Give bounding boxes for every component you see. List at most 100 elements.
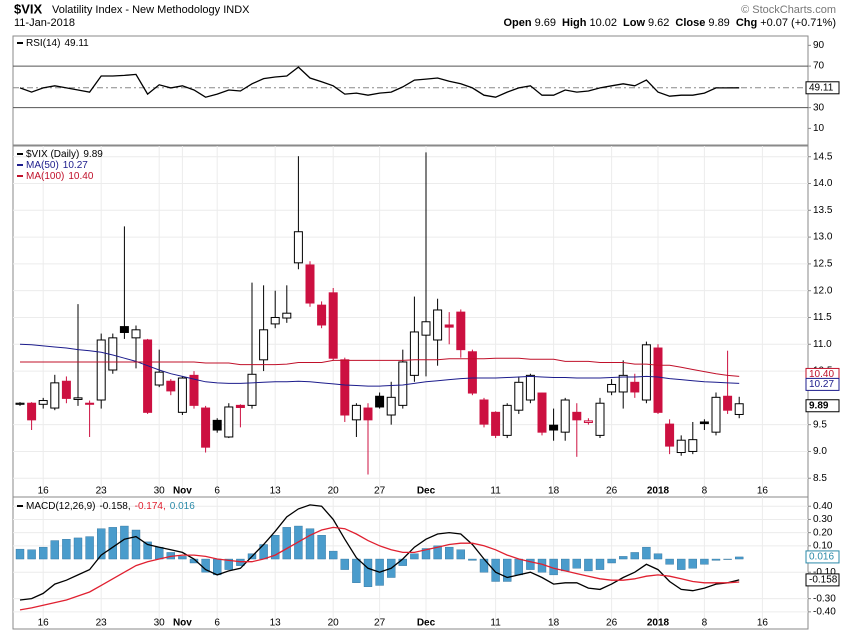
histogram-bar bbox=[711, 558, 721, 561]
histogram-bar bbox=[572, 558, 581, 569]
histogram-bar bbox=[677, 558, 686, 570]
candle-body bbox=[537, 392, 547, 433]
candle-body bbox=[166, 380, 176, 392]
candle-body bbox=[119, 326, 129, 333]
candle-body bbox=[676, 439, 686, 454]
candle-body bbox=[398, 361, 408, 406]
chart-date: 11-Jan-2018 bbox=[14, 17, 75, 29]
legend-name: MA(100) bbox=[26, 171, 64, 182]
value-box-label: -0.158 bbox=[809, 575, 838, 586]
histogram-bar bbox=[120, 525, 129, 560]
candle-body bbox=[305, 264, 315, 304]
legend-value: -0.174, bbox=[135, 501, 166, 512]
candle-body bbox=[549, 424, 559, 431]
y-tick-label: 11.5 bbox=[813, 312, 832, 323]
candle-body bbox=[270, 316, 280, 325]
candle-body bbox=[131, 329, 141, 339]
histogram-bar bbox=[62, 539, 71, 560]
histogram-bar bbox=[212, 558, 222, 576]
candle-body bbox=[85, 402, 95, 405]
moving-average bbox=[20, 357, 740, 377]
histogram-bar bbox=[224, 558, 234, 570]
candle-body bbox=[618, 374, 628, 393]
legend-value: 9.89 bbox=[83, 149, 103, 160]
candle-body bbox=[189, 374, 199, 406]
quote: Open 9.69 High 10.02 Low 9.62 Close 9.89 Chg +0.0… bbox=[503, 17, 836, 29]
candle-body bbox=[340, 359, 350, 416]
x-tick-label: 27 bbox=[374, 486, 386, 497]
value-box bbox=[805, 550, 840, 564]
candle-body bbox=[50, 382, 60, 409]
y-tick-label: 11.0 bbox=[813, 339, 832, 350]
histogram-bar bbox=[503, 558, 512, 582]
candle-body bbox=[38, 400, 48, 405]
y-tick-label: 12.5 bbox=[813, 259, 833, 270]
histogram-bar bbox=[108, 527, 118, 560]
x-tick-label: 16 bbox=[757, 486, 769, 497]
x-tick-label: 18 bbox=[548, 618, 560, 629]
legend-name: MA(50) bbox=[26, 160, 59, 171]
value-box-label: 49.11 bbox=[809, 82, 834, 93]
candle-body bbox=[96, 339, 106, 401]
x-tick-label: Nov bbox=[173, 618, 192, 629]
candle-body bbox=[73, 397, 83, 400]
histogram-bar bbox=[50, 540, 59, 560]
histogram-bar bbox=[317, 535, 326, 560]
candle-body bbox=[235, 404, 245, 409]
x-tick-label: 8 bbox=[702, 618, 708, 629]
x-tick-label: 18 bbox=[548, 486, 560, 497]
candle-body bbox=[607, 383, 617, 393]
quote-value: 9.69 bbox=[535, 17, 556, 29]
candle-body bbox=[282, 312, 292, 319]
histogram-bar bbox=[352, 558, 361, 583]
histogram-bar bbox=[131, 529, 141, 560]
histogram-bar bbox=[143, 541, 152, 560]
x-tick-label: 26 bbox=[606, 618, 618, 629]
histogram-bar bbox=[665, 558, 674, 565]
y-tick-label: 8.5 bbox=[813, 473, 827, 484]
x-tick-label: 13 bbox=[270, 486, 282, 497]
y-tick-label: 9.0 bbox=[813, 446, 827, 457]
candle-body bbox=[247, 373, 257, 406]
histogram-bar bbox=[595, 558, 605, 570]
histogram-bar bbox=[642, 546, 651, 560]
x-tick-label: 23 bbox=[96, 618, 108, 629]
x-tick-label: 8 bbox=[702, 486, 708, 497]
histogram-bar bbox=[85, 536, 94, 560]
value-box-label: 10.27 bbox=[809, 379, 834, 390]
candle-body bbox=[525, 374, 535, 401]
legend: MA(100) 10.40 bbox=[26, 171, 94, 182]
x-tick-label: 11 bbox=[490, 618, 501, 629]
legend-value: 0.016 bbox=[170, 501, 195, 512]
candle-body bbox=[572, 411, 582, 421]
y-tick-label: 13.5 bbox=[813, 205, 833, 216]
histogram-bar bbox=[15, 548, 25, 560]
candle-body bbox=[630, 381, 640, 393]
candle-body bbox=[641, 344, 651, 401]
value-box-label: 10.40 bbox=[809, 369, 834, 380]
rsi-line bbox=[19, 66, 740, 98]
x-tick-label: 2018 bbox=[647, 486, 670, 497]
y-tick-label: -0.10 bbox=[813, 567, 836, 578]
candle-body bbox=[479, 399, 489, 425]
candle-body bbox=[688, 439, 698, 452]
legend-name: $VIX (Daily) bbox=[26, 149, 79, 160]
histogram-bar bbox=[398, 558, 407, 566]
quote-value: 9.89 bbox=[708, 17, 729, 29]
candle-body bbox=[328, 292, 338, 359]
value-box-label: 0.016 bbox=[809, 552, 834, 563]
candle-body bbox=[61, 380, 71, 399]
histogram-bar bbox=[561, 558, 570, 572]
y-tick-label: 9.5 bbox=[813, 419, 827, 430]
y-tick-label: 14.0 bbox=[813, 178, 833, 189]
legend-name: MACD(12,26,9) bbox=[26, 501, 95, 512]
quote-label: Open bbox=[503, 17, 531, 29]
histogram-bar bbox=[514, 558, 523, 576]
candle-body bbox=[723, 395, 733, 411]
histogram-bar bbox=[433, 545, 442, 560]
histogram-bar bbox=[282, 527, 291, 560]
moving-average bbox=[19, 343, 740, 387]
histogram-bar bbox=[410, 553, 419, 560]
histogram-bar bbox=[73, 537, 83, 560]
